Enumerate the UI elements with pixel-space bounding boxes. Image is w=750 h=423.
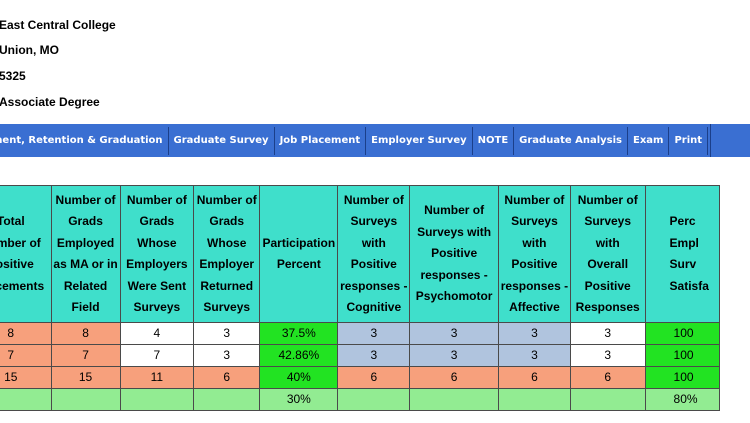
- header-satisfaction-percent: Perc Empl Surv Satisfa: [644, 185, 721, 323]
- header-affective: Number of Surveys with Positive responses -A…: [497, 185, 571, 323]
- table-cell: 80%: [644, 388, 721, 411]
- table-row: 30% 80%: [0, 388, 721, 411]
- table-cell: 100: [644, 344, 721, 367]
- college-location: Union, MO: [0, 43, 59, 57]
- nav-graduate-survey[interactable]: Graduate Survey: [169, 126, 275, 155]
- nav-bar: ment, Retention & Graduation Graduate Su…: [0, 124, 750, 157]
- table-cell: 6: [193, 366, 261, 389]
- table-cell: [337, 388, 411, 411]
- table-cell: [569, 388, 646, 411]
- table-cell: 3: [337, 322, 411, 345]
- table-cell: 7: [119, 344, 195, 367]
- header-row: TotalNumber ofPositivePlacements Number …: [0, 185, 721, 323]
- table-cell: 42.86%: [259, 344, 339, 367]
- table-cell: 8: [50, 322, 121, 345]
- table-cell: [193, 388, 261, 411]
- table-cell: 3: [193, 322, 261, 345]
- table-cell: 3: [569, 344, 646, 367]
- table-cell: 6: [497, 366, 571, 389]
- header-participation-percent: Participation Percent: [259, 185, 339, 323]
- table-cell: 30%: [259, 388, 339, 411]
- table-cell: 15: [50, 366, 121, 389]
- nav-retention-graduation[interactable]: ment, Retention & Graduation: [0, 126, 169, 155]
- table-cell: 7: [0, 344, 52, 367]
- degree-type: Associate Degree: [0, 95, 100, 109]
- table-cell: [497, 388, 571, 411]
- table-cell: 3: [569, 322, 646, 345]
- table-cell: 100: [644, 366, 721, 389]
- header-grads-employed: Number of Grads Employed as MA or in Related…: [50, 185, 121, 323]
- table-cell: 4: [119, 322, 195, 345]
- table-row: 8 8 4 3 37.5% 3 3 3 3 100: [0, 322, 721, 345]
- header-overall-positive: Number of Surveys with Overall Positive Resp…: [569, 185, 646, 323]
- header-psychomotor: Number of Surveys with Positive responses -…: [409, 185, 499, 323]
- table-cell: 8: [0, 322, 52, 345]
- header-surveys-sent: Number of Grads Whose Employers Were Sent Sur…: [119, 185, 195, 323]
- header-positive-placements: TotalNumber ofPositivePlacements: [0, 185, 52, 323]
- table-cell: 40%: [259, 366, 339, 389]
- nav-employer-survey[interactable]: Employer Survey: [366, 126, 473, 155]
- employer-survey-table: TotalNumber ofPositivePlacements Number …: [0, 185, 721, 411]
- table-row: 7 7 7 3 42.86% 3 3 3 3 100: [0, 344, 721, 367]
- table-cell: 6: [337, 366, 411, 389]
- table-cell: 100: [644, 322, 721, 345]
- nav-graduate-analysis[interactable]: Graduate Analysis: [514, 126, 628, 155]
- header-cognitive: Number of Surveys with Positive responses -C…: [337, 185, 411, 323]
- college-code: 5325: [0, 69, 26, 83]
- nav-spacer: [710, 124, 750, 157]
- nav-exam[interactable]: Exam: [628, 126, 670, 155]
- table-cell: [50, 388, 121, 411]
- table-cell: 11: [119, 366, 195, 389]
- table-cell: 6: [569, 366, 646, 389]
- table-cell: 7: [50, 344, 121, 367]
- table-cell: 37.5%: [259, 322, 339, 345]
- college-name: East Central College: [0, 18, 116, 32]
- table-cell: [0, 388, 52, 411]
- nav-job-placement[interactable]: Job Placement: [275, 126, 367, 155]
- table-cell: 3: [409, 344, 499, 367]
- table-cell: 3: [497, 322, 571, 345]
- table-cell: 3: [337, 344, 411, 367]
- table-cell: [409, 388, 499, 411]
- table-cell: 3: [497, 344, 571, 367]
- table-row: 15 15 11 6 40% 6 6 6 6 100: [0, 366, 721, 389]
- nav-print[interactable]: Print: [669, 126, 709, 155]
- nav-note[interactable]: NOTE: [473, 126, 515, 155]
- header-surveys-returned: Number of Grads Whose Employer Returned Surve…: [193, 185, 261, 323]
- table-cell: 3: [409, 322, 499, 345]
- table-cell: 15: [0, 366, 52, 389]
- table-cell: [119, 388, 195, 411]
- table-cell: 6: [409, 366, 499, 389]
- table-cell: 3: [193, 344, 261, 367]
